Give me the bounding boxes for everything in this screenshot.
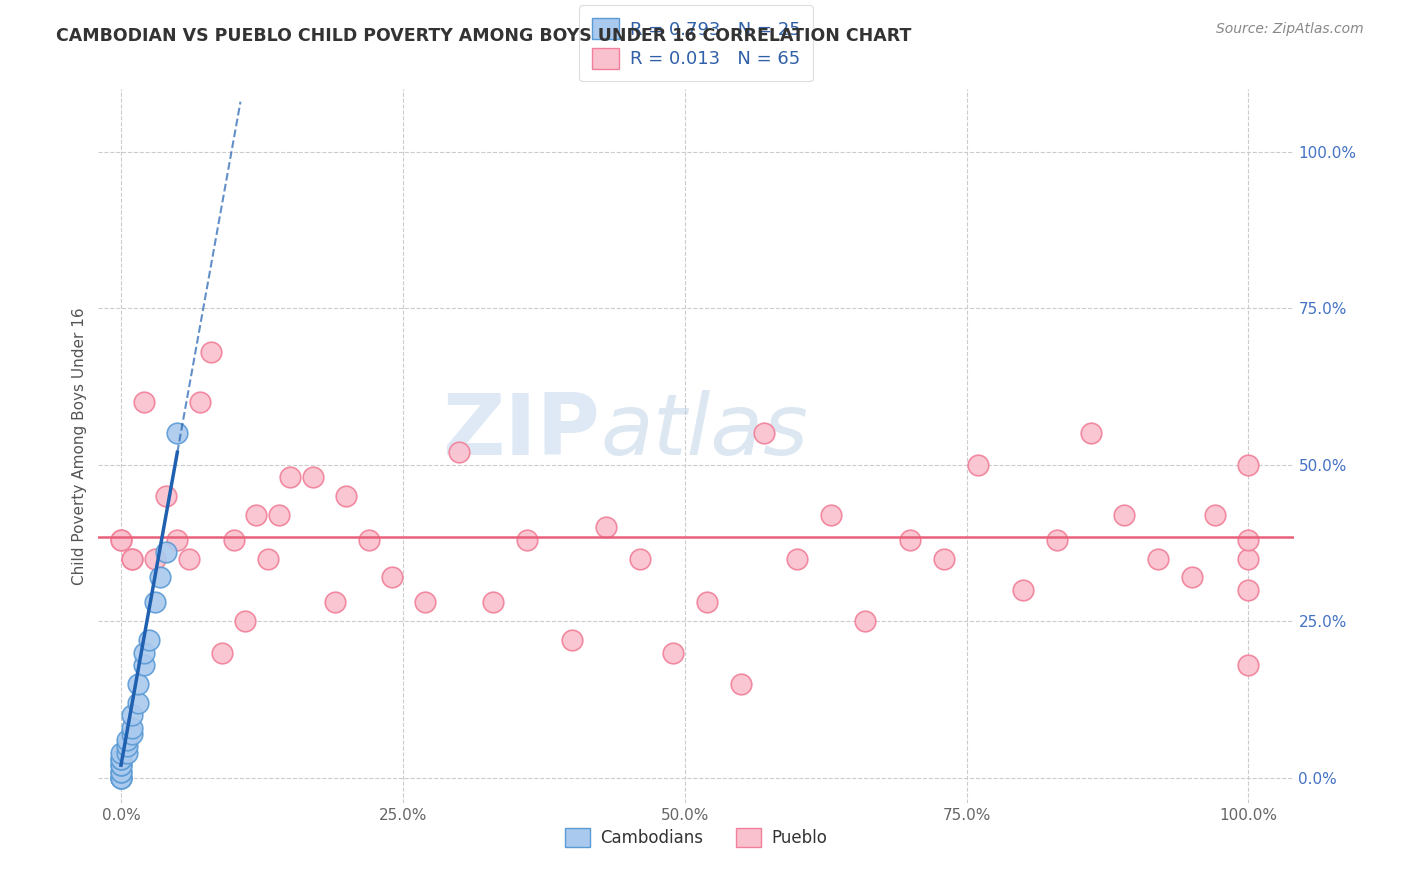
Point — [166, 533, 188, 547]
Point — [932, 551, 955, 566]
Y-axis label: Child Poverty Among Boys Under 16: Child Poverty Among Boys Under 16 — [72, 307, 87, 585]
Point — [820, 508, 842, 522]
Text: atlas: atlas — [600, 390, 808, 474]
Point — [482, 595, 505, 609]
Point — [595, 520, 617, 534]
Point — [115, 733, 138, 747]
Point — [143, 551, 166, 566]
Point — [110, 764, 132, 779]
Point — [110, 533, 132, 547]
Point — [188, 395, 211, 409]
Text: CAMBODIAN VS PUEBLO CHILD POVERTY AMONG BOYS UNDER 16 CORRELATION CHART: CAMBODIAN VS PUEBLO CHILD POVERTY AMONG … — [56, 27, 911, 45]
Point — [143, 595, 166, 609]
Text: Source: ZipAtlas.com: Source: ZipAtlas.com — [1216, 22, 1364, 37]
Point — [516, 533, 538, 547]
Point — [752, 426, 775, 441]
Point — [245, 508, 267, 522]
Point — [786, 551, 808, 566]
Point — [138, 633, 160, 648]
Point — [121, 551, 143, 566]
Point — [200, 345, 222, 359]
Point — [127, 696, 149, 710]
Point — [127, 677, 149, 691]
Point — [966, 458, 988, 472]
Point — [166, 426, 188, 441]
Point — [335, 489, 357, 503]
Point — [1114, 508, 1136, 522]
Point — [233, 614, 256, 628]
Point — [110, 771, 132, 785]
Point — [380, 570, 402, 584]
Point — [256, 551, 278, 566]
Point — [1237, 582, 1260, 597]
Point — [121, 721, 143, 735]
Point — [110, 533, 132, 547]
Point — [357, 533, 380, 547]
Point — [132, 395, 155, 409]
Point — [110, 758, 132, 772]
Point — [115, 739, 138, 754]
Point — [121, 727, 143, 741]
Point — [853, 614, 876, 628]
Point — [323, 595, 346, 609]
Point — [177, 551, 200, 566]
Point — [1237, 658, 1260, 673]
Point — [155, 489, 177, 503]
Point — [561, 633, 583, 648]
Point — [1147, 551, 1170, 566]
Point — [301, 470, 323, 484]
Point — [898, 533, 921, 547]
Point — [1181, 570, 1204, 584]
Point — [110, 771, 132, 785]
Point — [696, 595, 718, 609]
Point — [132, 658, 155, 673]
Point — [1204, 508, 1226, 522]
Point — [211, 646, 233, 660]
Point — [1237, 533, 1260, 547]
Text: ZIP: ZIP — [443, 390, 600, 474]
Point — [110, 752, 132, 766]
Point — [110, 746, 132, 760]
Point — [662, 646, 685, 660]
Point — [1080, 426, 1102, 441]
Point — [1237, 458, 1260, 472]
Point — [1237, 551, 1260, 566]
Point — [449, 445, 471, 459]
Point — [267, 508, 290, 522]
Point — [121, 708, 143, 723]
Point — [110, 764, 132, 779]
Point — [278, 470, 301, 484]
Point — [149, 570, 172, 584]
Point — [110, 758, 132, 772]
Point — [415, 595, 437, 609]
Point — [110, 771, 132, 785]
Point — [155, 545, 177, 559]
Point — [730, 677, 752, 691]
Point — [121, 551, 143, 566]
Point — [115, 746, 138, 760]
Point — [132, 646, 155, 660]
Legend: Cambodians, Pueblo: Cambodians, Pueblo — [553, 816, 839, 859]
Point — [628, 551, 651, 566]
Point — [222, 533, 245, 547]
Point — [110, 752, 132, 766]
Point — [1046, 533, 1069, 547]
Point — [1012, 582, 1035, 597]
